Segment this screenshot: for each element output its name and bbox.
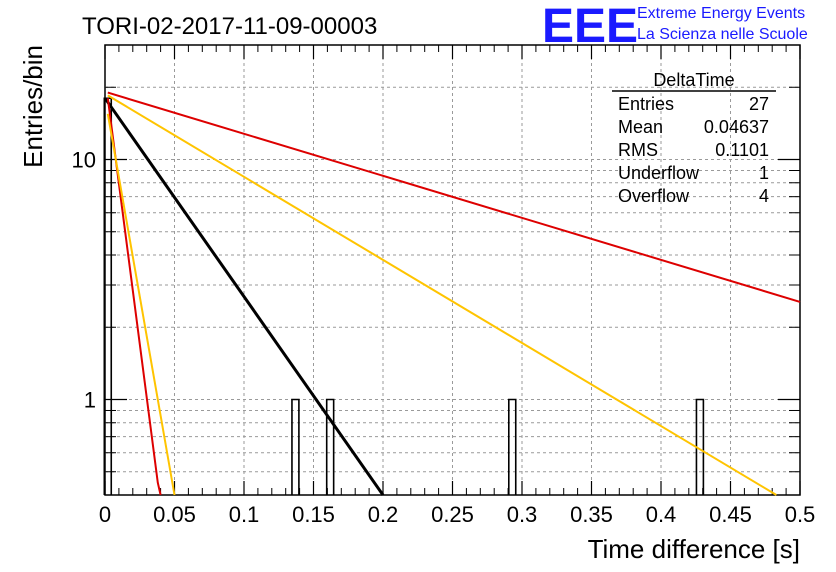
x-tick-label: 0.5 <box>785 502 816 527</box>
stats-value-rms: 0.1101 <box>715 140 769 160</box>
fit-line-black <box>103 97 385 496</box>
stats-value-mean: 0.04637 <box>704 117 769 137</box>
histogram-bin <box>507 398 517 495</box>
x-axis-title: Time difference [s] <box>588 534 800 564</box>
tick-labels: 0 0.05 0.1 0.15 0.2 0.25 0.3 0.35 0.4 0.45 0.5 1 10 <box>72 148 816 527</box>
stats-value-underflow: 1 <box>759 163 769 183</box>
fit-line-red <box>106 98 162 496</box>
y-tick-label: 10 <box>72 148 96 173</box>
stats-value-overflow: 4 <box>759 186 769 206</box>
histogram-bin <box>291 398 300 495</box>
fit-line-yellow <box>106 113 176 496</box>
grid <box>105 45 800 495</box>
run-title: TORI-02-2017-11-09-00003 <box>82 13 377 40</box>
x-tick-label: 0.05 <box>153 502 196 527</box>
stats-label-underflow: Underflow <box>618 163 700 183</box>
stats-label-rms: RMS <box>618 140 658 160</box>
stats-label-mean: Mean <box>618 117 663 137</box>
eee-logo: EEE <box>542 0 638 53</box>
stats-label-entries: Entries <box>618 94 674 114</box>
x-tick-label: 0.35 <box>570 502 613 527</box>
y-tick-label: 1 <box>84 387 96 412</box>
x-tick-label: 0.1 <box>229 502 260 527</box>
x-tick-label: 0.15 <box>292 502 335 527</box>
stats-box: DeltaTime Entries 27 Mean 0.04637 RMS 0.… <box>612 70 776 206</box>
stats-label-overflow: Overflow <box>618 186 690 206</box>
stats-box-title: DeltaTime <box>653 70 734 90</box>
x-tick-label: 0 <box>99 502 111 527</box>
org-subtitle: La Scienza nelle Scuole <box>637 26 808 43</box>
stats-value-entries: 27 <box>749 94 769 114</box>
x-tick-label: 0.2 <box>368 502 399 527</box>
histogram <box>103 97 705 495</box>
x-tick-label: 0.4 <box>646 502 677 527</box>
fit-line-red <box>107 91 801 303</box>
org-name: Extreme Energy Events <box>637 5 805 22</box>
x-tick-label: 0.45 <box>709 502 752 527</box>
y-axis-title: Entries/bin <box>18 45 48 168</box>
x-tick-label: 0.3 <box>507 502 538 527</box>
x-tick-label: 0.25 <box>431 502 474 527</box>
fit-curves <box>103 91 801 496</box>
histogram-bin <box>325 398 335 495</box>
fit-line-yellow <box>107 94 777 496</box>
